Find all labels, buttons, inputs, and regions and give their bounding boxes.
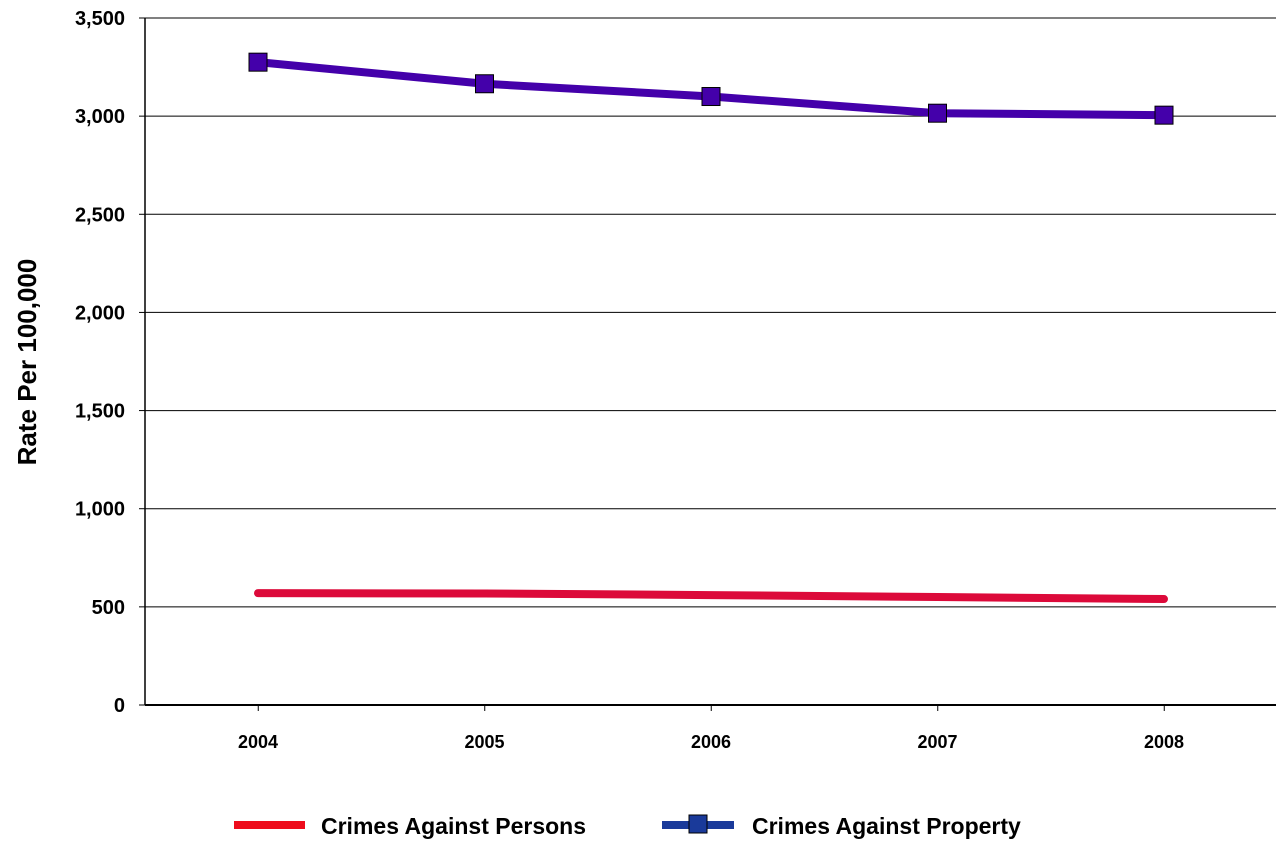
y-tick-label: 2,500 <box>75 204 125 226</box>
y-axis-ticks: 0 500 1,000 1,500 2,000 2,500 3,000 3,500 <box>75 8 145 717</box>
x-tick-label: 2007 <box>917 732 957 752</box>
y-tick-label: 1,500 <box>75 401 125 423</box>
x-tick-label: 2006 <box>691 732 731 752</box>
data-point-marker <box>475 74 494 94</box>
gridlines <box>145 17 1276 608</box>
y-tick-label: 500 <box>92 597 125 619</box>
legend-label-property: Crimes Against Property <box>752 813 1021 839</box>
data-point-marker <box>1154 105 1174 125</box>
x-tick-label: 2004 <box>238 732 278 752</box>
data-point-marker <box>701 87 721 107</box>
series-line-0 <box>254 589 1168 604</box>
y-tick-label: 3,500 <box>75 8 125 30</box>
series-group <box>248 52 1174 604</box>
legend-item-property: Crimes Against Property <box>662 813 1021 839</box>
y-tick-label: 1,000 <box>75 499 125 521</box>
y-tick-label: 2,000 <box>75 302 125 324</box>
data-point-marker <box>928 103 947 123</box>
y-tick-label: 0 <box>114 695 125 717</box>
y-tick-label: 3,000 <box>75 106 125 128</box>
data-point-marker <box>248 52 268 72</box>
legend-swatch-persons <box>234 821 305 829</box>
legend-marker-property <box>688 814 708 834</box>
y-axis-label: Rate Per 100,000 <box>12 259 42 466</box>
x-axis-ticks: 2004 2005 2006 2007 2008 <box>238 705 1184 752</box>
legend-item-persons: Crimes Against Persons <box>234 813 586 839</box>
x-tick-label: 2005 <box>464 732 504 752</box>
legend-label-persons: Crimes Against Persons <box>321 813 586 839</box>
legend: Crimes Against Persons Crimes Against Pr… <box>234 813 1021 839</box>
x-tick-label: 2008 <box>1144 732 1184 752</box>
